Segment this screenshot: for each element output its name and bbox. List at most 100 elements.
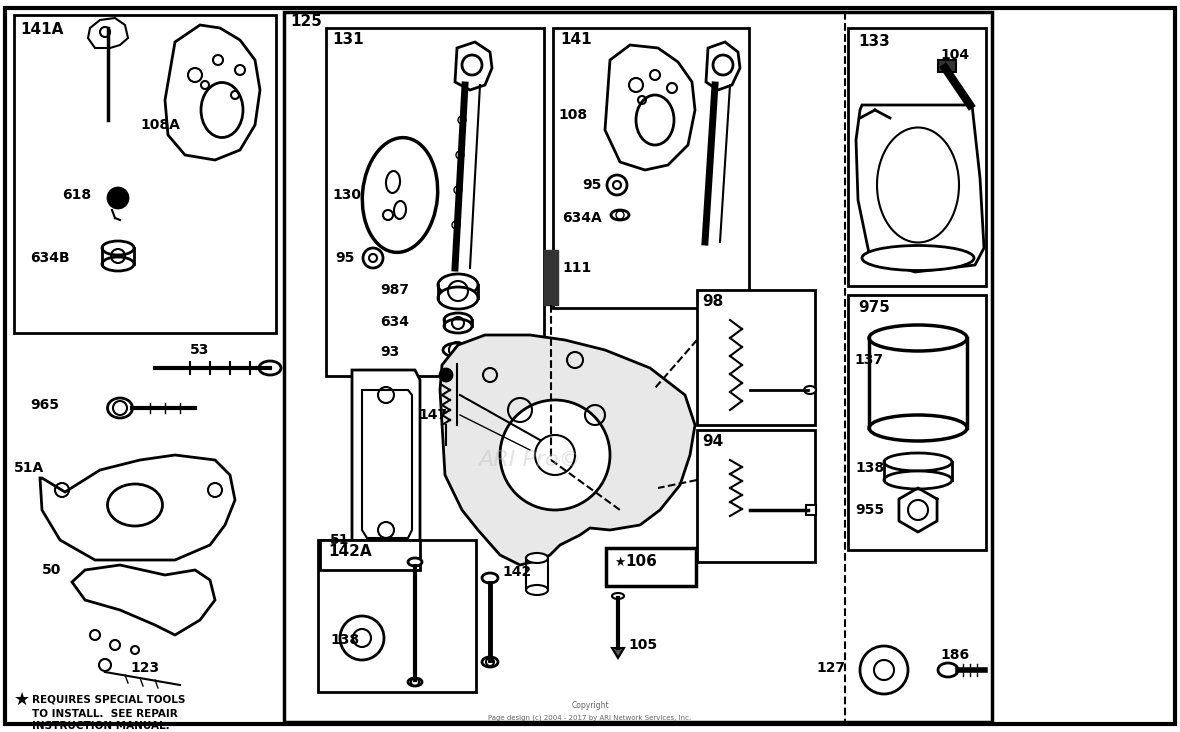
Polygon shape <box>352 370 420 558</box>
Text: 955: 955 <box>856 503 884 517</box>
Bar <box>848 28 986 286</box>
Ellipse shape <box>526 585 548 595</box>
Ellipse shape <box>107 398 132 418</box>
Ellipse shape <box>612 593 624 599</box>
Ellipse shape <box>884 453 952 471</box>
Text: 51: 51 <box>330 533 349 547</box>
Ellipse shape <box>438 287 478 309</box>
Ellipse shape <box>938 663 958 677</box>
Polygon shape <box>856 105 984 272</box>
Text: 95: 95 <box>335 251 354 265</box>
Circle shape <box>500 400 610 510</box>
Text: 634B: 634B <box>30 251 70 265</box>
Text: 133: 133 <box>858 34 890 50</box>
Text: 130: 130 <box>332 188 361 202</box>
Text: 106: 106 <box>625 555 657 569</box>
Text: 186: 186 <box>940 648 969 662</box>
Text: 142: 142 <box>502 565 531 579</box>
Text: INSTRUCTION MANUAL.: INSTRUCTION MANUAL. <box>32 721 170 731</box>
Text: 53: 53 <box>190 343 209 357</box>
Ellipse shape <box>408 558 422 566</box>
Text: 51A: 51A <box>14 461 45 475</box>
Bar <box>938 60 956 72</box>
Text: Copyright: Copyright <box>571 701 609 711</box>
Text: 108: 108 <box>558 108 588 122</box>
Text: 105: 105 <box>628 638 657 652</box>
Bar <box>607 548 696 586</box>
Text: 98: 98 <box>702 294 723 310</box>
Ellipse shape <box>884 471 952 489</box>
Circle shape <box>440 369 452 381</box>
Text: REQUIRES SPECIAL TOOLS: REQUIRES SPECIAL TOOLS <box>32 695 185 705</box>
Text: 965: 965 <box>30 398 59 412</box>
Text: TO INSTALL.  SEE REPAIR: TO INSTALL. SEE REPAIR <box>32 709 178 719</box>
Text: 131: 131 <box>332 32 363 48</box>
Bar <box>544 250 558 305</box>
Circle shape <box>100 27 110 37</box>
Ellipse shape <box>868 325 966 351</box>
Bar <box>806 505 817 515</box>
Polygon shape <box>440 335 695 565</box>
Ellipse shape <box>201 83 243 138</box>
Text: 634: 634 <box>380 315 409 329</box>
Polygon shape <box>362 390 412 538</box>
Bar <box>848 295 986 550</box>
Ellipse shape <box>442 343 471 357</box>
Ellipse shape <box>107 484 163 526</box>
Text: 93: 93 <box>380 345 399 359</box>
Polygon shape <box>165 25 260 160</box>
Ellipse shape <box>636 95 674 145</box>
Ellipse shape <box>804 386 817 394</box>
Circle shape <box>452 221 460 229</box>
Ellipse shape <box>863 245 973 271</box>
Bar <box>284 12 992 722</box>
Text: 138: 138 <box>330 633 359 647</box>
Ellipse shape <box>408 678 422 686</box>
Ellipse shape <box>481 657 498 667</box>
Circle shape <box>454 186 463 194</box>
Polygon shape <box>706 42 740 90</box>
Text: 142A: 142A <box>328 545 372 559</box>
Polygon shape <box>40 455 235 560</box>
Ellipse shape <box>362 138 438 253</box>
Ellipse shape <box>611 210 629 220</box>
Circle shape <box>109 188 127 208</box>
Text: 141A: 141A <box>20 23 64 37</box>
Ellipse shape <box>444 319 472 333</box>
Polygon shape <box>605 45 695 170</box>
Ellipse shape <box>526 553 548 563</box>
Text: 108A: 108A <box>140 118 179 132</box>
Text: 123: 123 <box>130 661 159 675</box>
Text: 111: 111 <box>562 261 591 275</box>
Text: 141: 141 <box>560 32 591 48</box>
Ellipse shape <box>444 313 472 327</box>
Text: 987: 987 <box>380 283 409 297</box>
Text: 104: 104 <box>940 48 969 62</box>
Polygon shape <box>455 42 492 90</box>
Ellipse shape <box>868 415 966 441</box>
Text: ARI Pro©: ARI Pro© <box>479 450 582 470</box>
Bar <box>326 28 544 376</box>
Bar <box>553 28 749 308</box>
Text: 50: 50 <box>42 563 61 577</box>
Circle shape <box>455 151 464 159</box>
Text: 95: 95 <box>582 178 602 192</box>
Ellipse shape <box>438 274 478 296</box>
Polygon shape <box>612 648 624 658</box>
Text: ★: ★ <box>14 691 31 709</box>
Bar <box>317 540 476 692</box>
Text: 975: 975 <box>858 301 890 315</box>
Ellipse shape <box>101 257 135 271</box>
Text: 618: 618 <box>63 188 91 202</box>
Ellipse shape <box>258 361 281 375</box>
Circle shape <box>458 116 466 124</box>
Text: 127: 127 <box>817 661 846 675</box>
Bar <box>697 430 815 562</box>
Text: 138: 138 <box>856 461 884 475</box>
Text: 147: 147 <box>418 408 447 422</box>
Text: Page design (c) 2004 - 2017 by ARI Network Services, Inc.: Page design (c) 2004 - 2017 by ARI Netwo… <box>489 714 691 721</box>
Text: 634A: 634A <box>562 211 602 225</box>
Bar <box>697 290 815 425</box>
Text: 125: 125 <box>290 15 322 29</box>
Circle shape <box>454 347 460 353</box>
